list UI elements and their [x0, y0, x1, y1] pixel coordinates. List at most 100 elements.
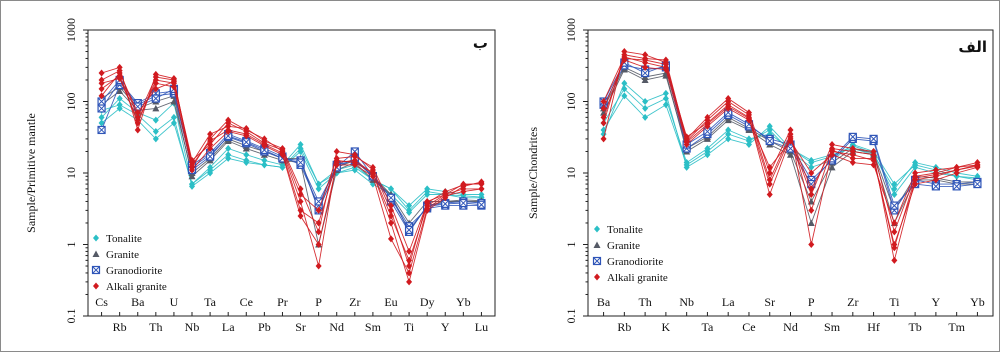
- marker-legend-1: [593, 241, 601, 248]
- marker-point: [225, 119, 232, 127]
- y-axis-label: Sample/Chondrites: [526, 127, 540, 219]
- marker-point: [387, 202, 394, 210]
- marker-point: [406, 202, 413, 210]
- y-tick-label: 1: [564, 242, 578, 248]
- x-category-label: K: [662, 320, 671, 334]
- marker-point: [351, 161, 358, 169]
- marker-point: [207, 130, 214, 138]
- marker-legend-1: [92, 250, 100, 257]
- marker-point: [642, 63, 649, 71]
- chart-panel-2: 0.1 1 10 100 1000 Sample/Chondrites الف Ba Rb Th K…: [526, 18, 994, 334]
- marker-point: [424, 199, 431, 207]
- marker-point: [351, 156, 358, 164]
- marker-point: [170, 119, 177, 127]
- marker-point: [807, 219, 815, 226]
- marker-point: [442, 192, 449, 200]
- marker-point: [315, 185, 322, 193]
- marker-point-cross: [242, 138, 250, 146]
- marker-point: [116, 87, 124, 95]
- marker-point: [808, 241, 815, 248]
- marker-point: [351, 153, 358, 161]
- marker-point: [387, 212, 394, 220]
- marker-point: [808, 206, 815, 214]
- y-tick-label: 10: [64, 167, 78, 179]
- marker-point: [243, 132, 250, 140]
- series-line: [101, 77, 482, 275]
- marker-point: [369, 172, 376, 180]
- marker-point-cross: [441, 200, 449, 208]
- x-category-label: Sm: [824, 320, 841, 334]
- marker-point: [170, 83, 177, 91]
- marker-point-cross: [405, 226, 413, 234]
- marker-point-cross: [459, 199, 467, 207]
- marker-point: [683, 159, 690, 167]
- legend-entry: Granite: [607, 240, 640, 252]
- marker-point: [849, 154, 856, 162]
- x-category-label: Ta: [702, 320, 714, 334]
- marker-point: [704, 120, 711, 128]
- marker-point-cross: [766, 137, 774, 145]
- marker-point: [116, 69, 123, 77]
- series-alkali-granite: [600, 54, 981, 252]
- marker-point: [225, 145, 232, 153]
- x-category-label: Zr: [349, 295, 360, 309]
- x-category-label: Rb: [113, 320, 127, 334]
- marker-point: [98, 69, 105, 77]
- marker-point: [243, 151, 250, 159]
- marker-point: [406, 247, 413, 255]
- marker-point: [134, 109, 141, 117]
- marker-point: [116, 95, 123, 103]
- marker-point: [932, 171, 939, 179]
- marker-point: [808, 191, 815, 199]
- marker-point: [279, 146, 286, 154]
- x-category-label: P: [808, 295, 815, 309]
- marker-point: [387, 219, 394, 227]
- marker-point: [662, 89, 669, 97]
- marker-point: [600, 135, 607, 143]
- marker-point: [829, 141, 836, 149]
- marker-point: [460, 188, 467, 196]
- marker-point: [600, 104, 607, 112]
- x-category-label: Pr: [277, 295, 288, 309]
- series-line: [101, 66, 482, 284]
- marker-point: [460, 181, 467, 189]
- marker-point: [152, 128, 159, 136]
- marker-point: [642, 98, 649, 105]
- marker-legend-0: [594, 225, 600, 233]
- marker-point: [745, 135, 752, 143]
- marker-point: [891, 219, 898, 227]
- marker-point: [891, 244, 898, 252]
- legend-entry: Tonalite: [106, 233, 142, 245]
- marker-point: [170, 98, 178, 105]
- x-category-label: Y: [932, 295, 941, 309]
- marker-point: [261, 161, 268, 169]
- x-category-label: Rb: [617, 320, 631, 334]
- marker-point: [333, 154, 340, 162]
- marker-point-cross: [98, 98, 105, 105]
- series-line: [101, 74, 482, 262]
- marker-point: [932, 176, 939, 184]
- marker-point: [152, 116, 159, 124]
- x-category-label: Ba: [131, 295, 145, 309]
- marker-point: [787, 133, 794, 141]
- marker-point: [642, 51, 649, 59]
- panel-label: ب: [473, 34, 488, 52]
- marker-point-cross: [297, 159, 304, 166]
- marker-point-cross: [974, 180, 981, 188]
- marker-point: [600, 98, 607, 105]
- marker-point: [207, 166, 214, 174]
- marker-point: [406, 269, 413, 277]
- legend-entry: Granite: [106, 249, 139, 261]
- marker-point: [912, 169, 919, 177]
- marker-point: [766, 163, 773, 171]
- marker-point-cross: [478, 201, 485, 209]
- x-category-label: Ce: [240, 295, 253, 309]
- marker-point: [891, 191, 898, 199]
- x-category-label: Ce: [742, 320, 755, 334]
- marker-point: [189, 180, 196, 188]
- x-category-label: P: [315, 295, 322, 309]
- marker-point: [974, 162, 981, 170]
- x-category-label: Hf: [867, 320, 880, 334]
